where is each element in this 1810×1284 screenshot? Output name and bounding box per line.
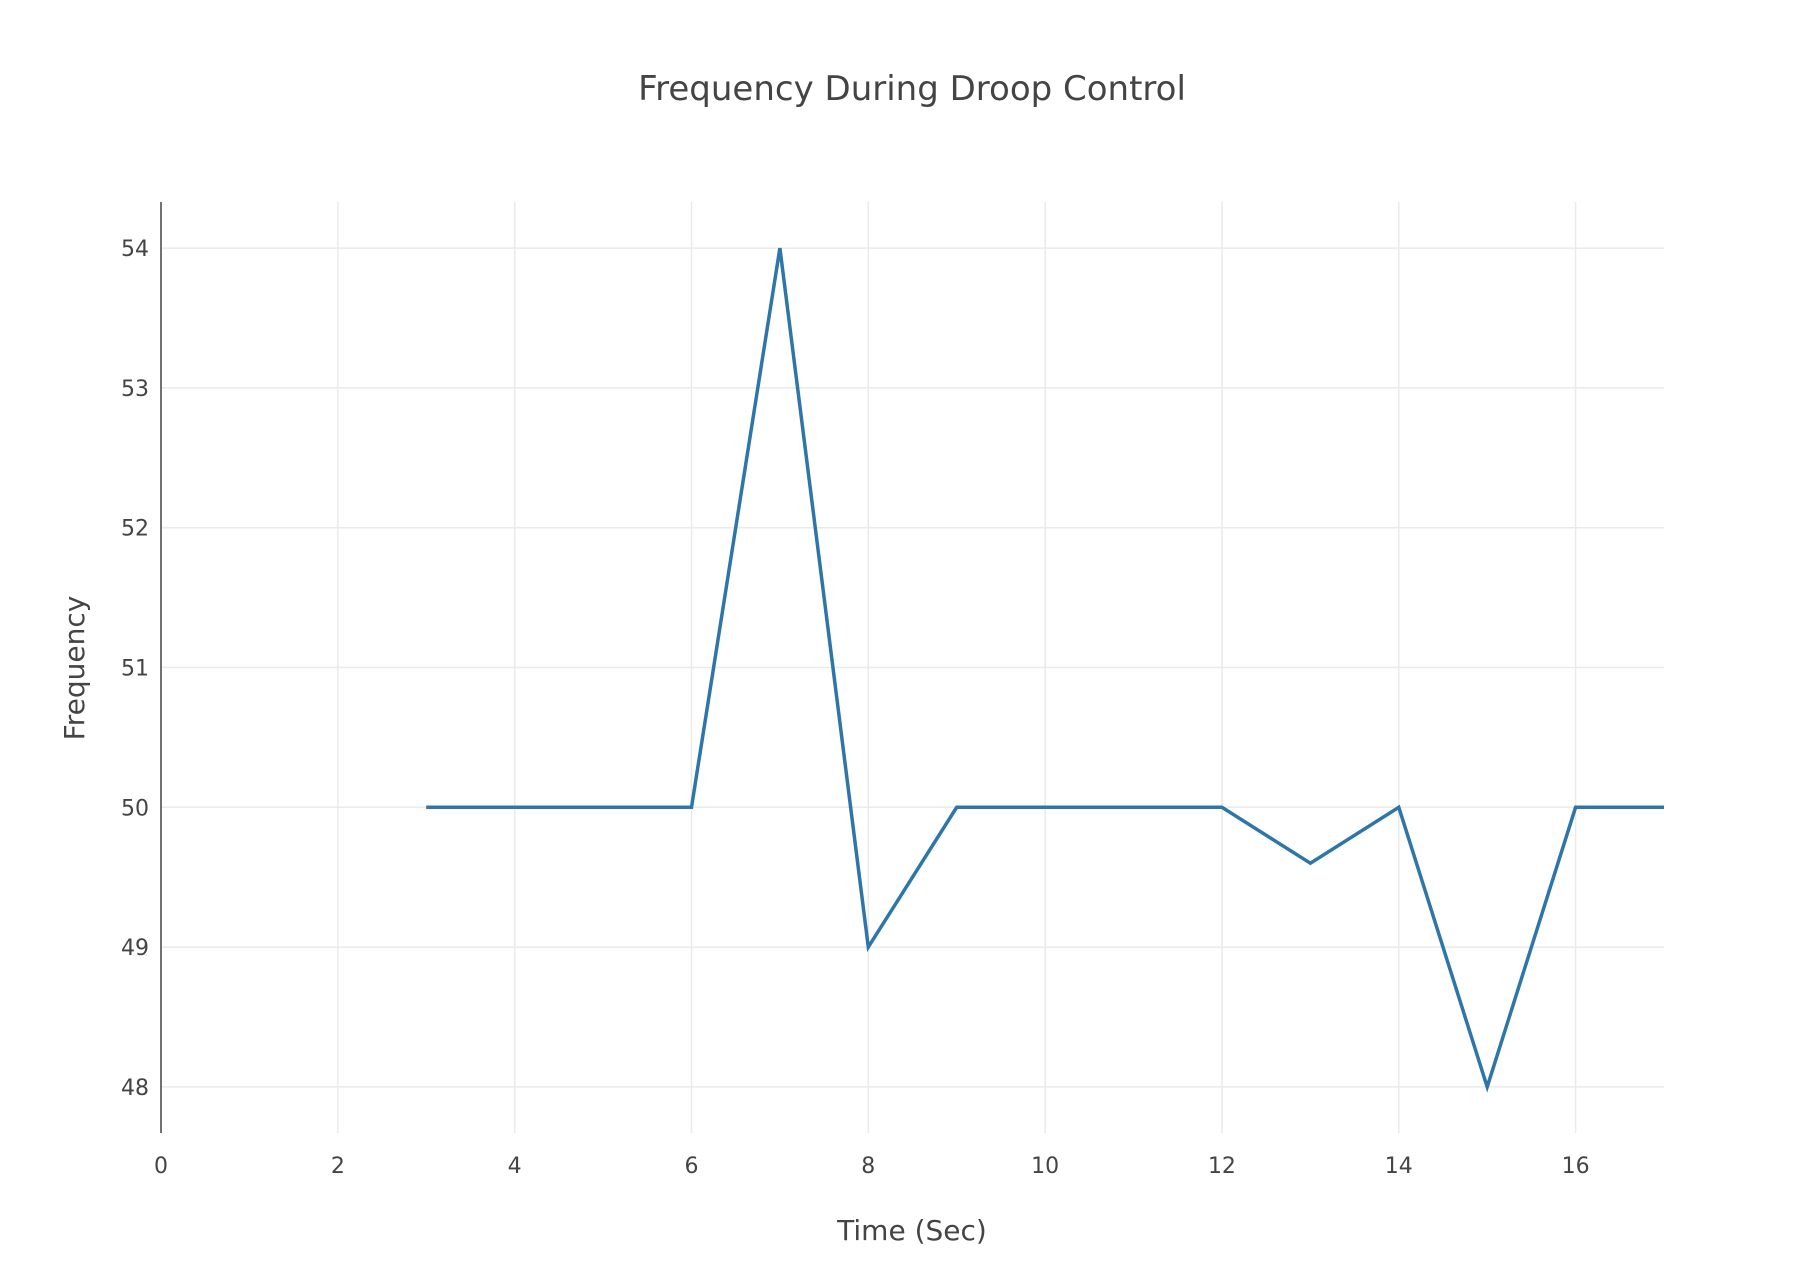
chart-title: Frequency During Droop Control bbox=[638, 69, 1186, 109]
plot-area bbox=[426, 247, 1664, 1093]
x-tick-label: 14 bbox=[1385, 1154, 1413, 1179]
y-tick-label: 50 bbox=[121, 796, 149, 821]
x-gridlines bbox=[337, 202, 1577, 1133]
x-axis-label: Time (Sec) bbox=[836, 1214, 987, 1247]
x-tick-label: 12 bbox=[1208, 1154, 1236, 1179]
y-tick-label: 54 bbox=[121, 237, 149, 262]
x-tick-label: 8 bbox=[861, 1154, 875, 1179]
x-tick-label: 0 bbox=[154, 1154, 168, 1179]
x-tick-label: 6 bbox=[684, 1154, 698, 1179]
y-tick-label: 52 bbox=[121, 517, 149, 542]
x-tick-label: 10 bbox=[1031, 1154, 1059, 1179]
y-tick-label: 53 bbox=[121, 377, 149, 402]
series-line bbox=[426, 247, 1664, 1093]
y-tick-label: 48 bbox=[121, 1076, 149, 1101]
y-tick-label: 49 bbox=[121, 936, 149, 961]
x-tick-label: 16 bbox=[1562, 1154, 1590, 1179]
y-tick-labels: 48 49 50 51 52 53 54 bbox=[121, 237, 149, 1101]
y-axis-label: Frequency bbox=[58, 596, 91, 741]
x-tick-labels: 0 2 4 6 8 10 12 14 16 bbox=[154, 1154, 1590, 1179]
y-tick-label: 51 bbox=[121, 657, 149, 682]
x-tick-label: 4 bbox=[508, 1154, 522, 1179]
y-gridlines bbox=[161, 247, 1664, 1088]
x-tick-label: 2 bbox=[331, 1154, 345, 1179]
